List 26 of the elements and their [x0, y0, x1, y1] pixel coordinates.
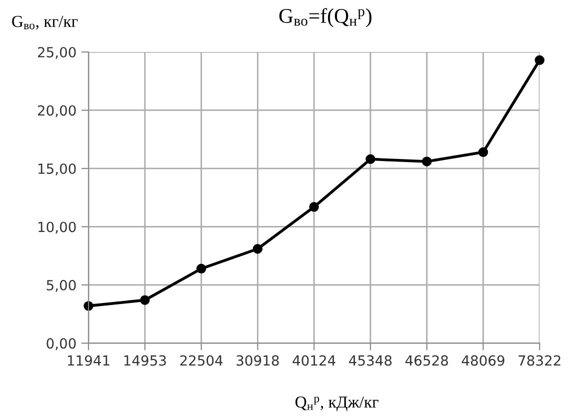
- x-tick-label: 48069: [462, 355, 504, 366]
- point: [366, 154, 376, 164]
- x-axis-title: Q$_{н}$$^{р}$, кДж/кг: [295, 396, 378, 412]
- x-tick-label: 40124: [292, 355, 336, 366]
- chart-title: G$_{во}$=f(Q$_{н}$$^{р}$): [279, 8, 372, 28]
- x-tick-label: 30918: [236, 355, 279, 366]
- x-tick-label: 46528: [405, 355, 448, 366]
- x-tick-label: 22504: [180, 355, 223, 366]
- y-tick-label: 5,00: [46, 280, 76, 292]
- y-axis-title: G$_{во}$, кг/кг: [12, 16, 78, 30]
- point: [252, 244, 263, 254]
- x-tick-label: 78322: [518, 355, 560, 366]
- x-tick-label: 14953: [124, 355, 166, 366]
- point: [534, 55, 544, 66]
- point: [478, 147, 488, 158]
- point: [309, 202, 319, 212]
- x-tick-label: 45348: [349, 355, 392, 366]
- point: [196, 264, 206, 274]
- point: [140, 295, 150, 305]
- y-tick-label: 25,00: [38, 46, 76, 59]
- y-tick-label: 10,00: [38, 222, 76, 234]
- y-tick-label: 0,00: [46, 338, 76, 350]
- x-tick-label: 11941: [68, 355, 110, 366]
- point: [422, 156, 432, 166]
- y-tick-label: 15,00: [38, 163, 76, 176]
- y-tick-label: 20,00: [38, 105, 76, 118]
